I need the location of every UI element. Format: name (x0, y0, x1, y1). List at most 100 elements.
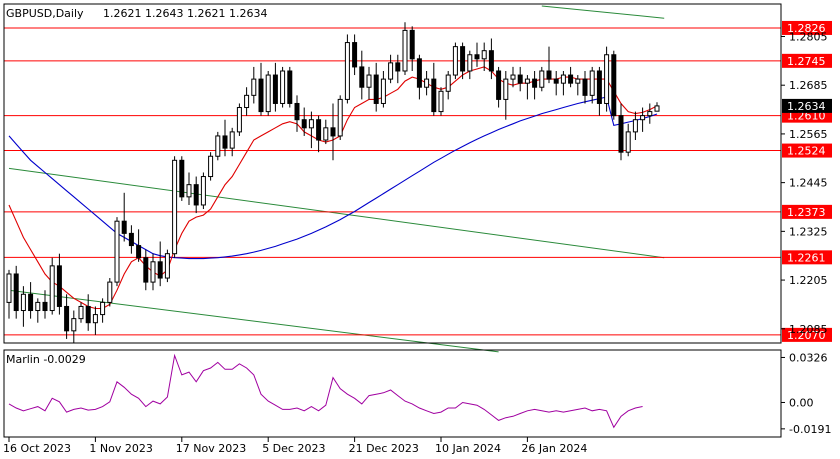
candle-bull (560, 74, 566, 84)
indicator-pane: 0.0326 0.00 -0.0191 (8, 351, 831, 436)
candle-bull (49, 265, 55, 312)
symbol-label: GBPUSD,Daily (6, 7, 84, 20)
candle-bull (172, 159, 178, 255)
candle-bull (510, 74, 516, 80)
candle-bear (352, 42, 358, 68)
candle-bear (179, 159, 185, 198)
candle-bull (640, 115, 646, 121)
trend-channel (8, 5, 665, 353)
candle-bear (128, 232, 134, 247)
axes: 1.2805 1.2685 1.2565 1.2445 1.2325 1.2205 1.20… (3, 3, 828, 455)
candle-bull (150, 261, 156, 283)
level-label-box (782, 250, 832, 265)
candle-bear (316, 119, 322, 141)
candle-bull (20, 293, 26, 312)
price-tick-label: 1.2325 (789, 225, 828, 238)
candle-bear (496, 70, 502, 100)
candle-bear (431, 78, 437, 113)
candle-bull (424, 78, 430, 88)
current-price-box (782, 98, 832, 113)
candle-bull (229, 131, 235, 149)
candle-bull (265, 74, 271, 113)
candle-bear (532, 78, 538, 88)
price-tick-label: 1.2205 (789, 274, 828, 287)
candle-bear (272, 74, 278, 104)
candle-bull (236, 107, 242, 133)
candle-bear (568, 74, 574, 84)
level-label-box (782, 143, 832, 158)
candle-bear (373, 74, 379, 104)
candle-bull (647, 111, 653, 117)
candle-bull (366, 74, 372, 88)
candle-bull (575, 78, 581, 84)
candle-bull (215, 135, 221, 157)
date-tick-label: 16 Oct 2023 (3, 442, 71, 455)
candle-bull (503, 78, 509, 100)
candle-bull (654, 105, 660, 112)
level-label: 1.2524 (787, 145, 826, 158)
candle-bear (258, 78, 264, 113)
candle-bear (409, 29, 415, 60)
date-tick-label: 17 Nov 2023 (176, 442, 246, 455)
candle-bear (143, 257, 149, 283)
candle-bull (308, 119, 314, 129)
candle-bull (438, 90, 444, 113)
candle-bull (323, 127, 329, 141)
candle-bear (618, 115, 624, 153)
level-label: 1.2261 (787, 251, 826, 264)
level-label: 1.2826 (787, 22, 826, 35)
candle-bull (114, 220, 120, 283)
candle-bull (539, 70, 545, 88)
candle-bear (474, 54, 480, 60)
level-label: 1.2070 (787, 329, 826, 342)
main-pane-frame (3, 3, 782, 344)
candle-bear (416, 58, 422, 88)
candle-bull (604, 54, 610, 104)
candle-bear (121, 220, 127, 234)
candle-bull (71, 318, 77, 332)
candle-bull (92, 314, 98, 324)
candle-bull (344, 42, 350, 100)
price-tick-label: 1.2565 (789, 128, 828, 141)
price-tick-label: 1.2085 (789, 323, 828, 336)
indicator-tick-label: 0.0326 (789, 351, 828, 364)
level-label-box (782, 53, 832, 68)
candle-bear (517, 74, 523, 84)
candles (6, 22, 660, 343)
candle-bear (64, 305, 70, 332)
candle-bear (157, 261, 163, 279)
candle-bear (582, 78, 588, 96)
candle-bear (546, 70, 552, 80)
date-tick-label: 26 Jan 2024 (521, 442, 587, 455)
candle-bear (488, 50, 494, 72)
indicator-tick-label: -0.0191 (789, 423, 831, 436)
level-label-box (782, 327, 832, 342)
candle-bull (107, 281, 113, 303)
candle-bull (445, 74, 451, 92)
price-tick-label: 1.2685 (789, 79, 828, 92)
candle-bear (42, 301, 48, 312)
candle-bear (222, 135, 228, 149)
candle-bull (481, 50, 487, 60)
candle-bear (13, 273, 19, 312)
candle-bull (251, 78, 257, 96)
level-label-box (782, 20, 832, 35)
candle-bear (553, 78, 559, 84)
date-tick-label: 5 Dec 2023 (262, 442, 325, 455)
indicator-pane-frame (3, 349, 782, 438)
channel-top-line (541, 5, 665, 19)
candle-bull (208, 155, 214, 178)
candle-bear (287, 70, 293, 104)
candle-bear (85, 305, 91, 324)
candle-bull (337, 98, 343, 137)
candle-bull (100, 301, 106, 316)
horizontal-levels: 1.28261.27451.26101.25241.23731.22611.20… (4, 20, 832, 342)
price-tick-label: 1.2445 (789, 177, 828, 190)
candle-bull (632, 119, 638, 133)
candle-bull (164, 253, 170, 279)
candle-bull (524, 78, 530, 84)
level-label: 1.2373 (787, 206, 826, 219)
candle-bull (280, 70, 286, 104)
candle-bear (56, 265, 62, 307)
